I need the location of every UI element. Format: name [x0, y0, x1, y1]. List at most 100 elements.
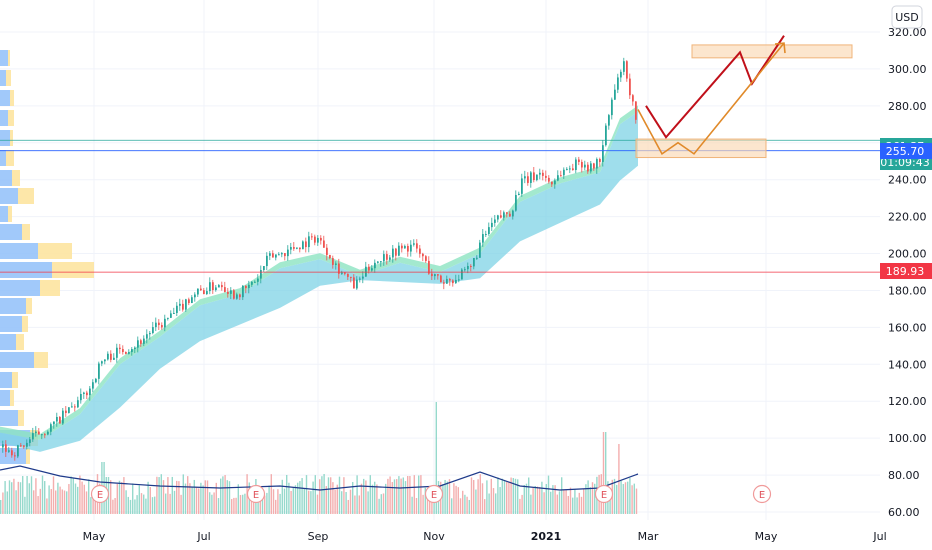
candle-body: [32, 433, 34, 440]
projection-arrowhead: [774, 42, 786, 54]
volume-bar: [0, 499, 2, 514]
candle-body: [593, 163, 595, 169]
volume-bar: [281, 479, 283, 514]
earnings-marker: E: [752, 484, 772, 504]
candle-body: [419, 248, 421, 254]
candle-body: [65, 410, 67, 413]
volume-bar: [569, 487, 572, 514]
candle-body: [215, 287, 217, 291]
earnings-marker-label: E: [431, 490, 437, 501]
target-zones: [635, 44, 853, 159]
volume-bar: [490, 478, 492, 514]
candle-body: [488, 227, 490, 235]
candle-body: [548, 177, 550, 182]
volume-bar: [151, 497, 154, 514]
volume-bar: [633, 483, 635, 514]
candle-body: [296, 247, 298, 249]
volume-bar: [583, 488, 585, 514]
candle-body: [80, 394, 82, 401]
volume-bar: [396, 479, 398, 514]
candle-body: [479, 242, 481, 258]
volume-bar: [442, 484, 444, 514]
volume-bar: [580, 496, 583, 514]
profile-bar-buy: [0, 224, 22, 240]
volume-bar: [523, 484, 525, 514]
volume-bar: [88, 479, 90, 514]
candle-body: [26, 442, 28, 447]
candle-body: [503, 212, 505, 218]
volume-bar: [90, 497, 92, 514]
earnings-marker: E: [424, 484, 444, 504]
volume-bar: [66, 491, 68, 514]
volume-bar: [134, 499, 136, 514]
profile-bar-sell: [8, 50, 10, 66]
x-tick-label: Mar: [638, 530, 659, 543]
volume-bar: [226, 480, 228, 514]
profile-bar-buy: [0, 110, 8, 126]
candle-body: [500, 215, 502, 218]
volume-bar: [470, 477, 473, 514]
volume-bar: [409, 476, 411, 514]
volume-bar: [539, 487, 541, 514]
volume-bar: [444, 479, 446, 514]
candle-body: [20, 445, 22, 447]
time-axis[interactable]: May Jul Sep Nov 2021 Mar May Jul: [83, 530, 887, 543]
volume-bar: [622, 484, 624, 514]
profile-bar-sell: [52, 262, 94, 278]
candle-body: [62, 410, 64, 424]
volume-bar: [94, 496, 96, 514]
volume-bar: [534, 486, 536, 514]
volume-bar: [257, 496, 259, 514]
volume-bar: [158, 477, 160, 514]
candle-body: [497, 215, 499, 220]
profile-bar-sell: [8, 110, 14, 126]
volume-bar: [446, 481, 448, 514]
candle-body: [389, 257, 391, 260]
volume-bar: [585, 484, 587, 514]
candle-body: [620, 71, 622, 78]
candle-body: [551, 181, 553, 185]
currency-button[interactable]: USD: [891, 5, 923, 29]
volume-bar: [484, 499, 486, 514]
x-tick-label: Jul: [872, 530, 886, 543]
candle-body: [626, 61, 628, 79]
volume-bar: [514, 478, 517, 514]
volume-bar: [510, 477, 512, 514]
volume-bar: [149, 487, 151, 514]
candle-body: [38, 431, 40, 435]
volume-bar: [365, 480, 367, 514]
volume-bar: [325, 486, 327, 514]
candle-body: [611, 99, 613, 116]
candle-body: [332, 258, 334, 265]
candle-body: [212, 282, 214, 291]
volume-bar: [147, 481, 149, 514]
volume-bar: [61, 489, 63, 514]
volume-bar: [68, 484, 70, 514]
volume-bar: [209, 492, 211, 514]
volume-bar: [222, 476, 224, 514]
candle-body: [248, 284, 250, 289]
candle-body: [140, 340, 142, 344]
volume-bar: [44, 481, 46, 514]
y-tick-label: 200.00: [888, 248, 927, 261]
candle-body: [152, 327, 154, 334]
volume-bar: [314, 475, 316, 514]
volume-bar: [138, 485, 140, 514]
volume-bar: [462, 490, 464, 514]
volume-bar: [565, 489, 567, 514]
x-tick-label: 2021: [531, 530, 562, 543]
volume-bar: [132, 483, 134, 514]
volume-bar: [319, 479, 321, 514]
volume-bar: [508, 481, 510, 514]
volume-bar: [136, 495, 138, 514]
candle-body: [329, 254, 331, 259]
profile-bar-sell: [6, 70, 11, 86]
candle-body: [473, 258, 475, 267]
candle-body: [539, 172, 541, 175]
volume-bar: [261, 494, 264, 514]
candle-body: [557, 175, 559, 181]
candle-body: [464, 269, 466, 271]
candle-body: [578, 159, 580, 162]
candle-body: [632, 95, 634, 102]
